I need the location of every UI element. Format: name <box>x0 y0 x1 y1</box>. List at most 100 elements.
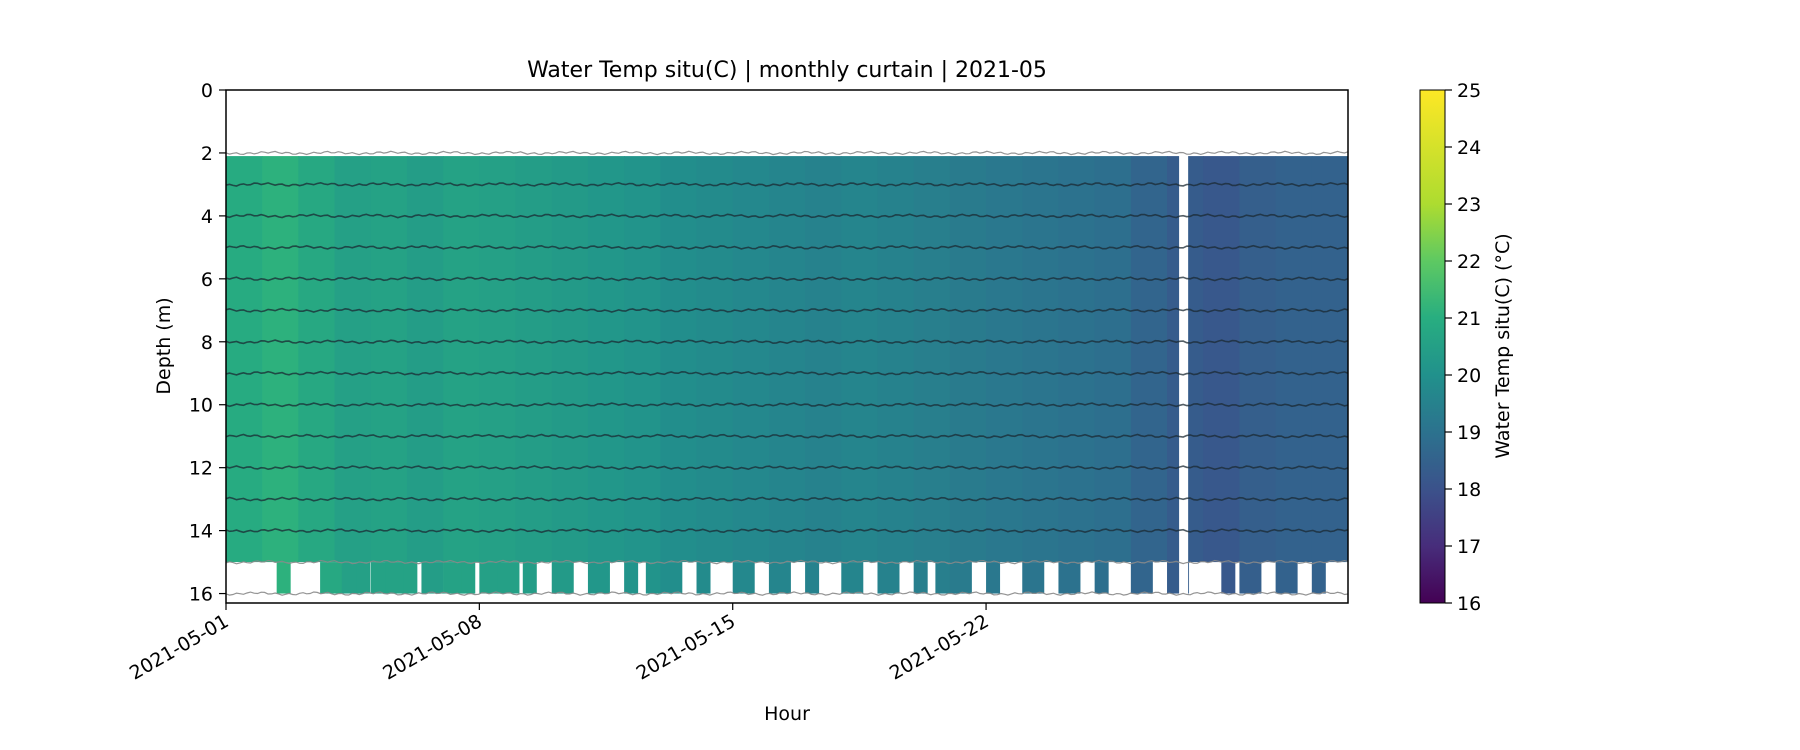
colorbar: 16 17 18 19 20 21 22 23 24 25 Water Temp situ(C) … <box>1419 80 1514 615</box>
colorbar-tick-label: 17 <box>1457 536 1481 558</box>
curtain-cell <box>1058 156 1096 563</box>
sensor-depth-line <box>226 591 1348 596</box>
bottom-extension-cell <box>385 562 408 594</box>
curtain-cell <box>226 156 263 563</box>
bottom-extension-cell <box>877 562 900 594</box>
curtain-cell <box>587 156 625 563</box>
bottom-extension-cell <box>1239 562 1262 594</box>
curtain-cell <box>768 156 806 563</box>
y-tick-label: 8 <box>201 332 213 354</box>
plot-frame <box>225 89 1349 604</box>
bottom-extension-cell <box>1058 562 1081 594</box>
bottom-extension-cell <box>660 562 683 594</box>
bottom-extension-cell <box>768 562 791 594</box>
bottom-extension-cell <box>696 562 711 594</box>
curtain-cell <box>949 156 987 563</box>
curtain-cell <box>877 156 915 563</box>
bottom-extension-cell <box>1311 562 1326 594</box>
bottom-extension-cell <box>1348 562 1370 593</box>
sensor-depth-line <box>226 213 1348 219</box>
sensor-depth-line <box>226 559 1348 565</box>
y-tick-label: 14 <box>189 521 213 543</box>
y-tick-label: 0 <box>201 80 213 102</box>
colorbar-tick-label: 24 <box>1457 137 1481 159</box>
curtain-cell <box>370 156 408 563</box>
colorbar-ticks: 16 17 18 19 20 21 22 23 24 25 <box>1445 80 1481 615</box>
bottom-extension-cell <box>624 562 639 594</box>
bottom-extension-cell <box>986 562 1001 594</box>
y-tick-label: 2 <box>201 143 213 165</box>
curtain-cell <box>660 156 698 563</box>
sensor-depth-line <box>226 433 1348 439</box>
curtain-cell <box>1130 156 1168 563</box>
curtain-cell <box>298 156 336 563</box>
curtain-cell <box>262 156 299 563</box>
sensor-depth-line <box>226 307 1348 313</box>
curtain-cell <box>986 156 1023 563</box>
curtain-cell <box>841 156 879 563</box>
bottom-extension-cell <box>1221 562 1236 594</box>
bottom-extension-cell <box>1130 562 1153 594</box>
colorbar-label: Water Temp situ(C) (°C) <box>1492 233 1514 458</box>
colorbar-tick-label: 23 <box>1457 194 1481 216</box>
curtain-cell <box>696 156 734 563</box>
curtain-cell <box>1203 156 1241 563</box>
y-tick-label: 4 <box>201 206 213 228</box>
bottom-extension-cell <box>1022 562 1045 594</box>
colorbar-tick-label: 16 <box>1457 593 1481 615</box>
curtain-cell <box>406 156 444 563</box>
bottom-extension-cell <box>1275 562 1298 594</box>
sensor-depth-line <box>226 150 1348 156</box>
data-gap <box>1179 90 1189 603</box>
y-tick-label: 16 <box>189 584 213 606</box>
curtain-cell <box>913 156 951 563</box>
curtain-cell <box>479 156 517 563</box>
sensor-depth-line <box>226 370 1348 376</box>
x-axis: 2021-05-01 2021-05-08 2021-05-15 2021-05-22 <box>126 603 993 685</box>
y-tick-label: 6 <box>201 269 213 291</box>
bottom-extension-cell <box>1094 562 1109 594</box>
curtain-cell <box>1275 156 1313 563</box>
colorbar-tick-label: 18 <box>1457 479 1481 501</box>
bottom-extension-cell <box>949 562 972 594</box>
x-tick-label: 2021-05-15 <box>633 610 740 684</box>
x-tick-label: 2021-05-08 <box>379 610 486 684</box>
curtain-cell <box>805 156 842 563</box>
colorbar-tick-label: 21 <box>1457 308 1481 330</box>
bottom-extension-cell <box>522 562 537 594</box>
colorbar-tick-label: 25 <box>1457 80 1481 102</box>
plot-area <box>226 90 1370 603</box>
sensor-depth-line <box>226 465 1348 471</box>
bottom-extension-cell <box>913 562 928 594</box>
sensor-depth-line <box>226 244 1348 250</box>
bottom-extension-cell <box>356 562 371 594</box>
curtain-cell <box>1311 156 1348 563</box>
y-axis: 0 2 4 6 8 10 12 14 16 <box>189 80 226 606</box>
colorbar-tick-label: 20 <box>1457 365 1481 387</box>
curtain-cell <box>624 156 661 563</box>
bottom-extension-cell <box>497 562 520 594</box>
sensor-depth-line <box>226 339 1348 345</box>
bottom-extension-cell <box>443 562 466 594</box>
sensor-depth-line <box>226 181 1348 187</box>
bottom-extension-cell <box>461 562 476 594</box>
chart-title: Water Temp situ(C) | monthly curtain | 2… <box>527 58 1047 83</box>
curtain-cell <box>1022 156 1060 563</box>
bottom-extension-cell <box>276 562 291 594</box>
colorbar-tick-label: 22 <box>1457 251 1481 273</box>
x-tick-label: 2021-05-01 <box>126 610 233 684</box>
y-tick-label: 10 <box>189 395 213 417</box>
bottom-extension-cell <box>551 562 574 594</box>
bottom-extension-cell <box>805 562 820 594</box>
bottom-extension-cell <box>403 562 418 594</box>
bottom-extension-cell <box>320 562 343 594</box>
curtain-cell <box>1094 156 1132 563</box>
sensor-depth-line <box>226 402 1348 408</box>
bottom-extension-cell <box>587 562 610 594</box>
sensor-depth-line <box>226 496 1348 502</box>
bottom-extension-cell <box>479 562 502 594</box>
bottom-extension-cell <box>841 562 864 594</box>
x-tick-label: 2021-05-22 <box>886 610 993 684</box>
bottom-extension-cell <box>421 562 444 594</box>
